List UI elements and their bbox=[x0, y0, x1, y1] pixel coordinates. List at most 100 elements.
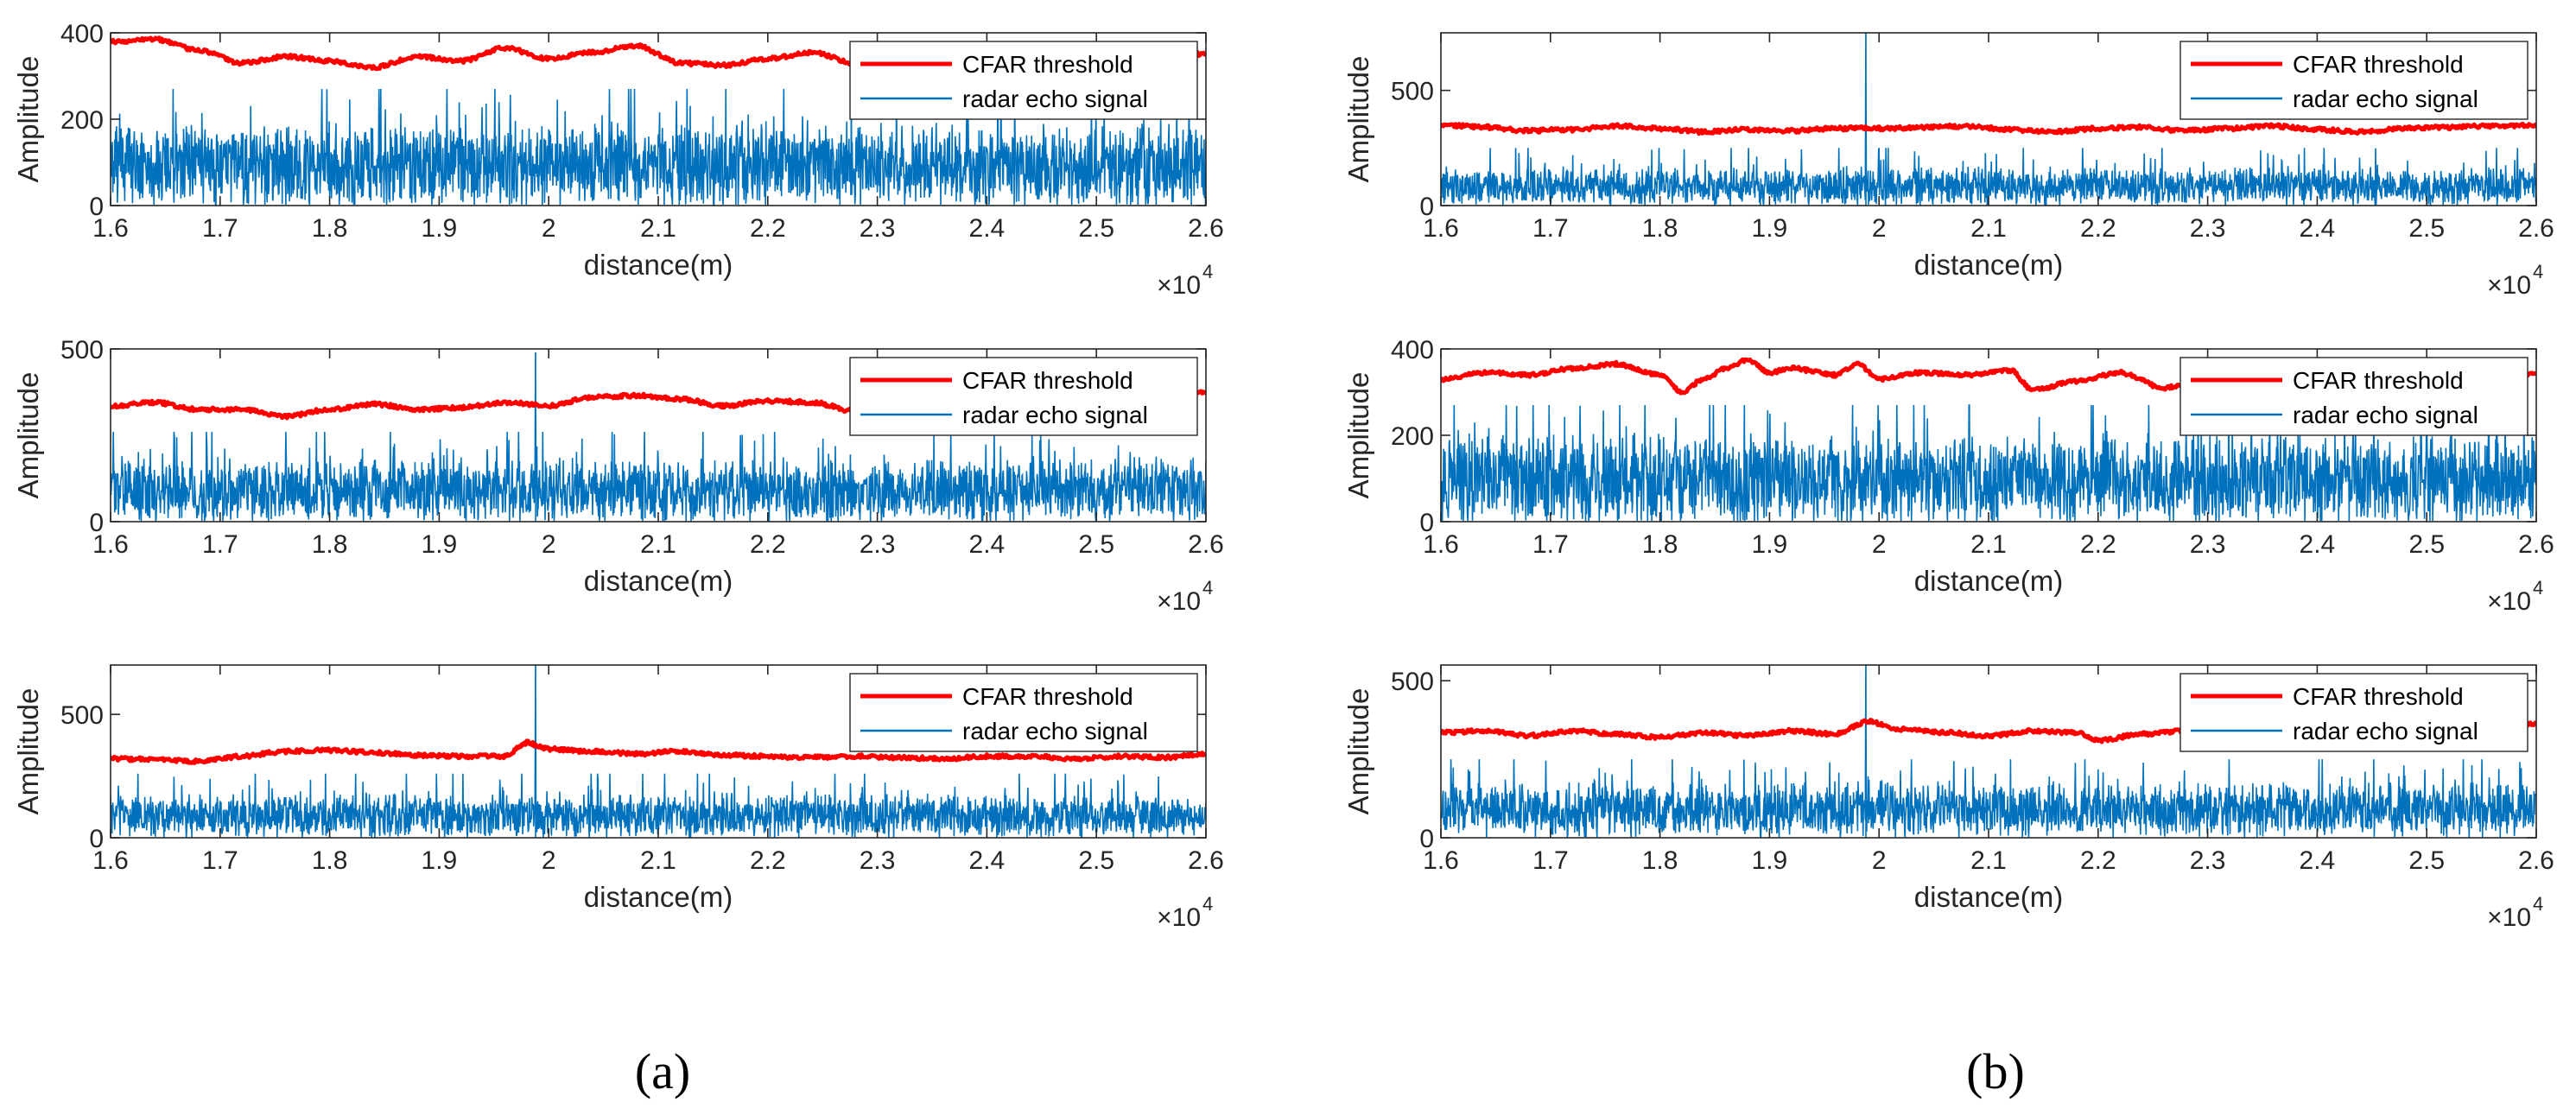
y-tick-label: 0 bbox=[89, 509, 104, 537]
series-radar-echo-signal bbox=[111, 88, 1206, 206]
x-tick-label: 2.5 bbox=[2408, 846, 2445, 875]
x-tick-label: 1.7 bbox=[1532, 214, 1569, 243]
legend-label-cfar-threshold: CFAR threshold bbox=[962, 683, 1133, 710]
legend: CFAR threshold radar echo signal bbox=[849, 41, 1198, 120]
x-tick-label: 2.3 bbox=[860, 846, 896, 875]
x-tick-label: 2.2 bbox=[750, 214, 786, 243]
x-tick-label: 1.7 bbox=[1532, 530, 1569, 559]
x-tick-label: 1.8 bbox=[312, 214, 348, 243]
x-tick-label: 2.1 bbox=[640, 214, 676, 243]
legend-box bbox=[2179, 673, 2528, 752]
y-tick-label: 400 bbox=[1391, 336, 1434, 364]
x-tick-label: 2.6 bbox=[2518, 530, 2554, 559]
x-exponent: 4 bbox=[2533, 261, 2543, 282]
legend-label-radar-echo-signal: radar echo signal bbox=[2293, 402, 2478, 428]
series-radar-echo-signal bbox=[1441, 404, 2536, 522]
y-tick-label: 0 bbox=[1419, 509, 1434, 537]
x-tick-label: 2 bbox=[542, 214, 556, 243]
y-tick-label: 400 bbox=[60, 20, 104, 48]
plot-series bbox=[111, 665, 1206, 838]
y-tick-label: 500 bbox=[60, 336, 104, 364]
x-tick-label: 1.7 bbox=[202, 530, 238, 559]
x-tick-label: 2.4 bbox=[969, 530, 1006, 559]
x-tick-label: 1.9 bbox=[1752, 530, 1788, 559]
x-exponent-base: ×10 bbox=[1157, 903, 1201, 932]
x-tick-label: 1.9 bbox=[422, 846, 458, 875]
x-tick-label: 1.6 bbox=[92, 846, 129, 875]
x-tick-label: 2.6 bbox=[2518, 214, 2554, 243]
x-tick-label: 2.6 bbox=[2518, 846, 2554, 875]
y-tick-label: 200 bbox=[1391, 422, 1434, 451]
x-tick-label: 2.2 bbox=[750, 846, 786, 875]
x-tick-label: 2.5 bbox=[1078, 530, 1114, 559]
x-axis-label: distance(m) bbox=[584, 565, 733, 597]
y-axis-label: Amplitude bbox=[1342, 372, 1374, 499]
x-tick-label: 2.5 bbox=[2408, 214, 2445, 243]
x-tick-label: 2.5 bbox=[1078, 214, 1114, 243]
y-tick-label: 500 bbox=[1391, 78, 1434, 106]
x-tick-label: 2.4 bbox=[969, 846, 1006, 875]
x-tick-label: 2 bbox=[542, 846, 556, 875]
x-tick-label: 2.3 bbox=[860, 530, 896, 559]
legend-label-cfar-threshold: CFAR threshold bbox=[2293, 51, 2464, 78]
x-tick-label: 1.6 bbox=[92, 214, 129, 243]
x-tick-label: 1.8 bbox=[1642, 214, 1678, 243]
x-tick-label: 2.4 bbox=[2300, 530, 2336, 559]
x-exponent: 4 bbox=[2533, 577, 2543, 599]
legend-label-radar-echo-signal: radar echo signal bbox=[962, 86, 1148, 112]
x-exponent: 4 bbox=[1202, 577, 1213, 599]
legend-box bbox=[849, 41, 1198, 120]
x-tick-label: 2.1 bbox=[640, 846, 676, 875]
x-tick-label: 1.9 bbox=[422, 530, 458, 559]
x-tick-label: 1.6 bbox=[1423, 530, 1459, 559]
legend-box bbox=[849, 673, 1198, 752]
x-tick-label: 2.4 bbox=[2300, 214, 2336, 243]
legend-label-cfar-threshold: CFAR threshold bbox=[962, 367, 1133, 394]
x-tick-label: 2.6 bbox=[1188, 846, 1224, 875]
x-tick-label: 2.5 bbox=[2408, 530, 2445, 559]
legend-label-radar-echo-signal: radar echo signal bbox=[2293, 86, 2478, 112]
legend-box bbox=[849, 357, 1198, 436]
legend: CFAR threshold radar echo signal bbox=[2179, 41, 2528, 120]
panel-label-a: (a) bbox=[635, 1043, 690, 1099]
series-radar-echo-signal bbox=[1441, 665, 2536, 838]
legend-box bbox=[2179, 357, 2528, 436]
chart-b3: 1.6 1.7 1.8 1.9 2 2.1 2.2 2.3 2.4 2.5 2.6 0 500 dista… bbox=[1342, 664, 2554, 932]
x-tick-label: 2 bbox=[542, 530, 556, 559]
x-exponent-base: ×10 bbox=[2487, 903, 2531, 932]
legend-label-cfar-threshold: CFAR threshold bbox=[2293, 367, 2464, 394]
x-exponent: 4 bbox=[1202, 261, 1213, 282]
y-tick-label: 0 bbox=[89, 193, 104, 221]
y-tick-label: 0 bbox=[1419, 825, 1434, 853]
x-tick-label: 1.6 bbox=[1423, 846, 1459, 875]
x-tick-label: 1.8 bbox=[1642, 846, 1678, 875]
chart-a1: 1.6 1.7 1.8 1.9 2 2.1 2.2 2.3 2.4 2.5 2.6 0 200 400 di… bbox=[12, 20, 1224, 300]
legend: CFAR threshold radar echo signal bbox=[849, 357, 1198, 436]
x-exponent-base: ×10 bbox=[2487, 587, 2531, 616]
y-tick-label: 500 bbox=[60, 701, 104, 730]
x-tick-label: 1.6 bbox=[1423, 214, 1459, 243]
plot-series bbox=[1441, 33, 2536, 206]
x-tick-label: 1.8 bbox=[312, 530, 348, 559]
x-axis-label: distance(m) bbox=[584, 881, 733, 913]
legend-label-cfar-threshold: CFAR threshold bbox=[962, 51, 1133, 78]
y-tick-label: 0 bbox=[89, 825, 104, 853]
y-tick-label: 500 bbox=[1391, 668, 1434, 696]
series-cfar-threshold bbox=[111, 738, 1206, 765]
legend-label-radar-echo-signal: radar echo signal bbox=[2293, 718, 2478, 744]
x-tick-label: 1.7 bbox=[202, 214, 238, 243]
x-tick-label: 2.2 bbox=[2080, 214, 2116, 243]
x-tick-label: 2.6 bbox=[1188, 530, 1224, 559]
series-radar-echo-signal bbox=[111, 352, 1206, 522]
x-tick-label: 1.9 bbox=[1752, 214, 1788, 243]
x-exponent-base: ×10 bbox=[1157, 271, 1201, 300]
x-tick-label: 2.3 bbox=[2190, 846, 2226, 875]
legend-label-radar-echo-signal: radar echo signal bbox=[962, 402, 1148, 428]
x-tick-label: 2 bbox=[1872, 530, 1887, 559]
x-exponent-base: ×10 bbox=[2487, 271, 2531, 300]
legend-box bbox=[2179, 41, 2528, 120]
x-tick-label: 2.1 bbox=[1970, 530, 2007, 559]
x-tick-label: 2.1 bbox=[1970, 846, 2007, 875]
x-tick-label: 2.1 bbox=[1970, 214, 2007, 243]
x-exponent: 4 bbox=[1202, 893, 1213, 915]
